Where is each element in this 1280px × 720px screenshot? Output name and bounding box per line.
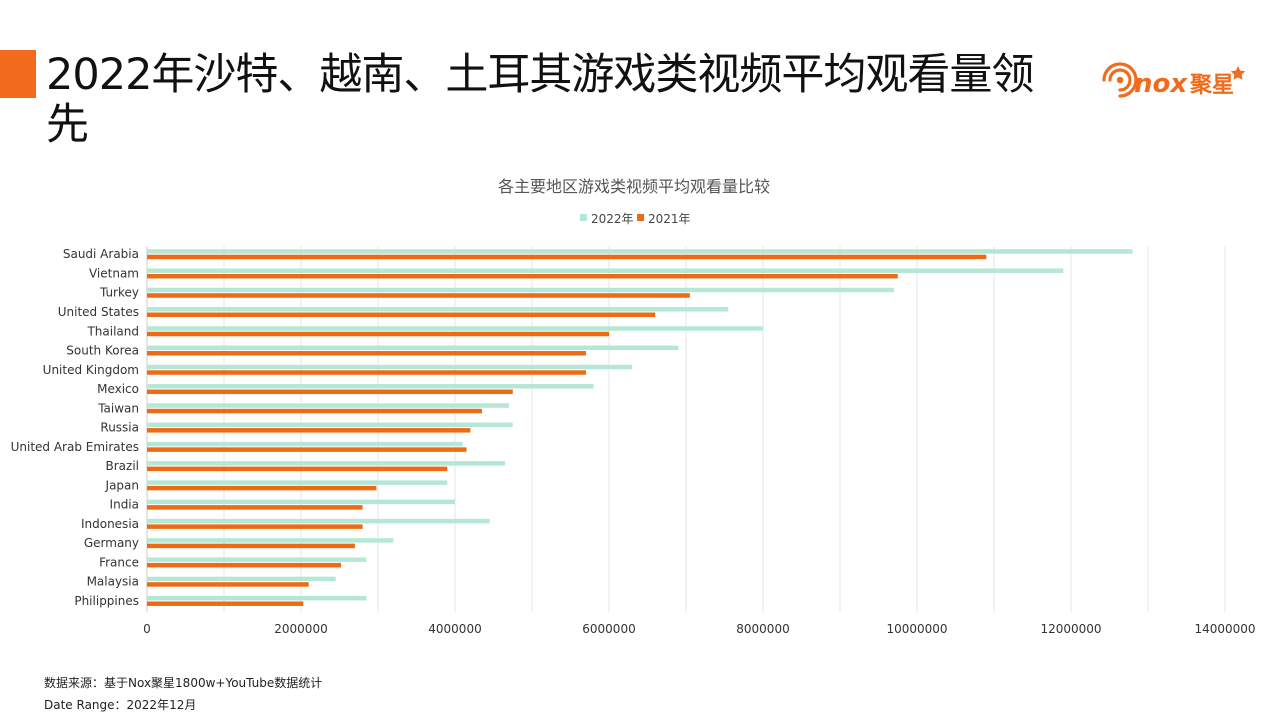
category-label: Saudi Arabia — [63, 247, 139, 261]
bar-2022 — [147, 403, 509, 408]
bar-2022 — [147, 249, 1133, 254]
legend-swatch-2021 — [637, 214, 644, 221]
bar-2022 — [147, 287, 894, 293]
bar-2022 — [147, 441, 463, 447]
bar-2022 — [147, 557, 367, 562]
x-tick-label: 4000000 — [428, 622, 481, 636]
category-label: Thailand — [86, 324, 139, 338]
logo-arc-inner — [1108, 68, 1132, 92]
bar-2022 — [147, 326, 763, 331]
x-tick-label: 6000000 — [582, 622, 635, 636]
bar-2021 — [147, 273, 898, 279]
category-label: Malaysia — [87, 575, 139, 589]
bar-2021 — [147, 428, 471, 433]
logo-star-icon — [1230, 66, 1246, 80]
category-label: Indonesia — [81, 517, 139, 531]
bar-2021 — [147, 543, 355, 549]
category-label: Turkey — [99, 286, 139, 300]
bar-2022 — [147, 422, 513, 428]
bar-2022 — [147, 461, 506, 466]
logo-arc-outer — [1102, 62, 1138, 98]
category-label: South Korea — [66, 344, 139, 358]
bar-2021 — [147, 370, 586, 375]
legend-swatch-2022 — [580, 214, 587, 221]
x-tick-label: 12000000 — [1040, 622, 1101, 636]
category-label: Japan — [105, 478, 139, 492]
x-tick-label: 8000000 — [736, 622, 789, 636]
category-label: Brazil — [106, 459, 140, 473]
bar-2022 — [147, 518, 490, 524]
logo-brand-text: 聚星 — [1189, 73, 1234, 98]
legend-label-2021: 2021年 — [648, 212, 691, 226]
bar-2022 — [147, 268, 1064, 273]
date-range-note: Date Range：2022年12月 — [44, 698, 197, 712]
bar-2022 — [147, 480, 448, 485]
x-tick-label: 0 — [143, 622, 151, 636]
bar-2022 — [147, 538, 394, 543]
logo-dot — [1116, 76, 1124, 84]
x-tick-label: 14000000 — [1194, 622, 1255, 636]
category-label: United Arab Emirates — [11, 440, 139, 454]
category-label: Philippines — [74, 594, 139, 608]
category-label: United Kingdom — [43, 363, 139, 377]
data-source-note: 数据来源：基于Nox聚星1800w+YouTube数据统计 — [44, 676, 323, 690]
bar-2022 — [147, 364, 633, 370]
bar-2021 — [147, 601, 304, 606]
logo-nox-text: nox — [1134, 69, 1188, 99]
bar-2022 — [147, 306, 729, 312]
category-label: Vietnam — [89, 266, 139, 280]
bar-2021 — [147, 312, 656, 317]
bar-2021 — [147, 524, 363, 529]
category-label: France — [99, 555, 139, 569]
bar-2022 — [147, 384, 594, 389]
bar-2021 — [147, 293, 690, 298]
bar-2021 — [147, 351, 586, 356]
chart-title: 各主要地区游戏类视频平均观看量比较 — [498, 177, 770, 196]
legend-label-2022: 2022年 — [591, 212, 634, 226]
bar-2021 — [147, 562, 342, 568]
category-label: United States — [58, 305, 139, 319]
bar-2022 — [147, 595, 367, 601]
category-label: Germany — [84, 536, 139, 550]
bar-2021 — [147, 408, 482, 414]
x-tick-label: 10000000 — [886, 622, 947, 636]
bar-2021 — [147, 582, 309, 587]
page-title: 2022年沙特、越南、土耳其游戏类视频平均观看量领先 — [46, 50, 1034, 150]
nox-logo-icon — [1102, 62, 1138, 98]
bar-2021 — [147, 505, 363, 510]
bar-2021 — [147, 331, 609, 337]
category-label: Russia — [100, 421, 139, 435]
category-label: Mexico — [97, 382, 139, 396]
x-tick-label: 2000000 — [274, 622, 327, 636]
bar-2021 — [147, 466, 448, 472]
title-accent-bar — [0, 50, 36, 98]
bar-2021 — [147, 447, 467, 452]
bar-2022 — [147, 576, 336, 582]
bar-2022 — [147, 499, 455, 505]
category-label: India — [110, 498, 139, 512]
bar-2021 — [147, 254, 987, 260]
bar-2022 — [147, 345, 679, 351]
bar-2021 — [147, 389, 513, 395]
bar-2021 — [147, 485, 377, 491]
nox-logo: nox 聚星 — [1102, 62, 1246, 99]
category-label: Taiwan — [97, 401, 139, 415]
